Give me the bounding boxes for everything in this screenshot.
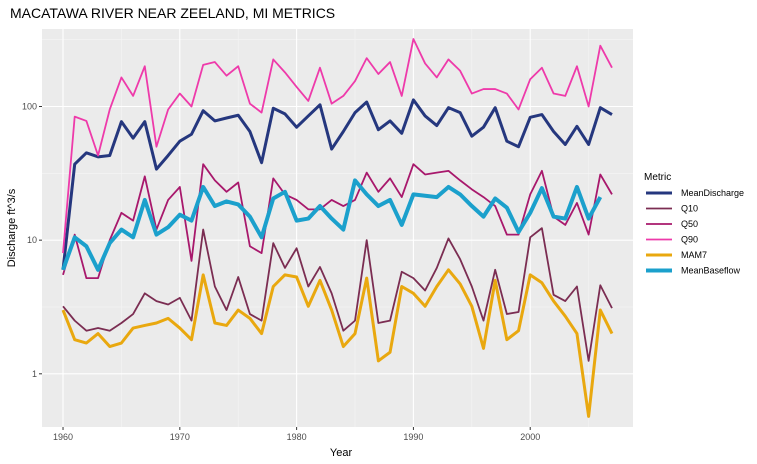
series-line-q10 xyxy=(62,227,613,362)
series-line-meanbaseflow xyxy=(61,178,603,272)
series-line-mam7 xyxy=(61,268,614,418)
grid-layer xyxy=(42,29,633,427)
chart-title: MACATAWA RIVER NEAR ZEELAND, MI METRICS xyxy=(10,5,335,21)
legend: Metric MeanDischarge Q10 Q50 Q90 MAM7 MeanBas… xyxy=(644,172,744,276)
x-tick-label: 1990 xyxy=(403,432,423,442)
legend-title: Metric xyxy=(644,172,671,183)
series-layer xyxy=(61,38,614,418)
legend-label-q90: Q90 xyxy=(681,235,698,245)
axis-layer: 1960 1970 1980 1990 2000 1 10 100 xyxy=(22,101,540,442)
x-axis-title: Year xyxy=(330,447,353,459)
x-tick-label: 1970 xyxy=(170,432,190,442)
legend-label-mam7: MAM7 xyxy=(681,250,707,260)
x-tick-label: 1960 xyxy=(53,432,73,442)
series-line-q90 xyxy=(62,38,613,254)
x-tick-label: 1980 xyxy=(287,432,307,442)
legend-label-q50: Q50 xyxy=(681,219,698,229)
y-tick-label: 10 xyxy=(27,235,37,245)
y-axis-title: Discharge ft^3/s xyxy=(6,188,18,267)
series-line-meandischarge xyxy=(61,98,613,270)
x-tick-label: 2000 xyxy=(520,432,540,442)
legend-label-meandischarge: MeanDischarge xyxy=(681,188,744,198)
y-tick-label: 100 xyxy=(22,101,37,111)
y-tick-label: 1 xyxy=(32,369,37,379)
legend-label-meanbaseflow: MeanBaseflow xyxy=(681,266,741,276)
legend-label-q10: Q10 xyxy=(681,204,698,214)
plot-panel xyxy=(42,29,633,427)
